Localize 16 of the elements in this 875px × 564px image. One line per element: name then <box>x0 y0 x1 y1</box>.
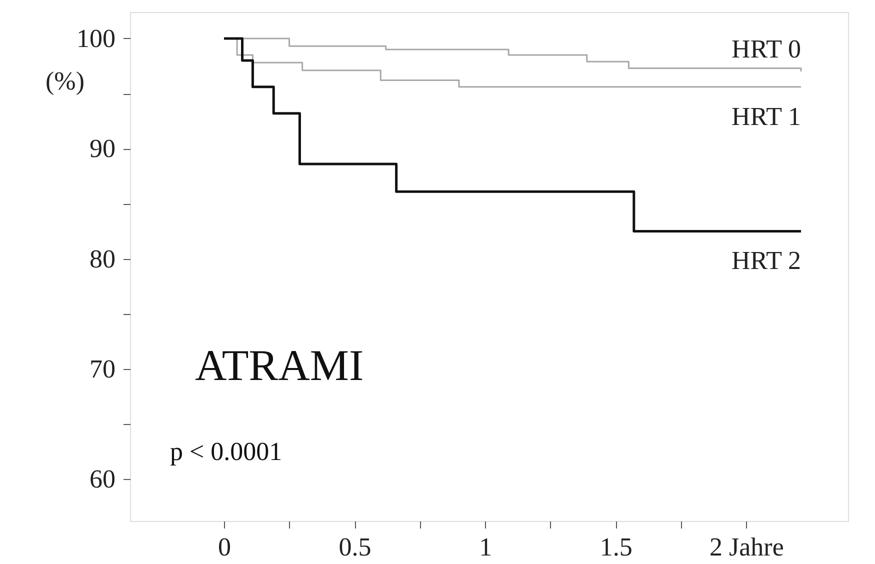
series-label: HRT 2 <box>732 246 802 276</box>
x-tick-label: 1 <box>479 532 492 562</box>
y-tick-label: 70 <box>90 354 116 384</box>
y-tick-label: 60 <box>90 464 116 494</box>
y-tick-label: 100 <box>76 24 116 53</box>
annotation: p < 0.0001 <box>170 437 282 466</box>
x-tick-label: 0.5 <box>338 532 372 562</box>
y-axis-title: (%) <box>46 66 84 96</box>
series-label: HRT 1 <box>732 102 802 131</box>
y-tick-label: 90 <box>90 134 116 164</box>
x-tick-label: 1.5 <box>600 532 632 562</box>
annotation: ATRAMI <box>195 341 364 390</box>
x-tick-label: 0 <box>218 532 231 562</box>
series-label: HRT 0 <box>732 34 802 64</box>
y-tick-label: 80 <box>90 244 116 274</box>
x-tick-label: 2 Jahre <box>709 532 784 562</box>
